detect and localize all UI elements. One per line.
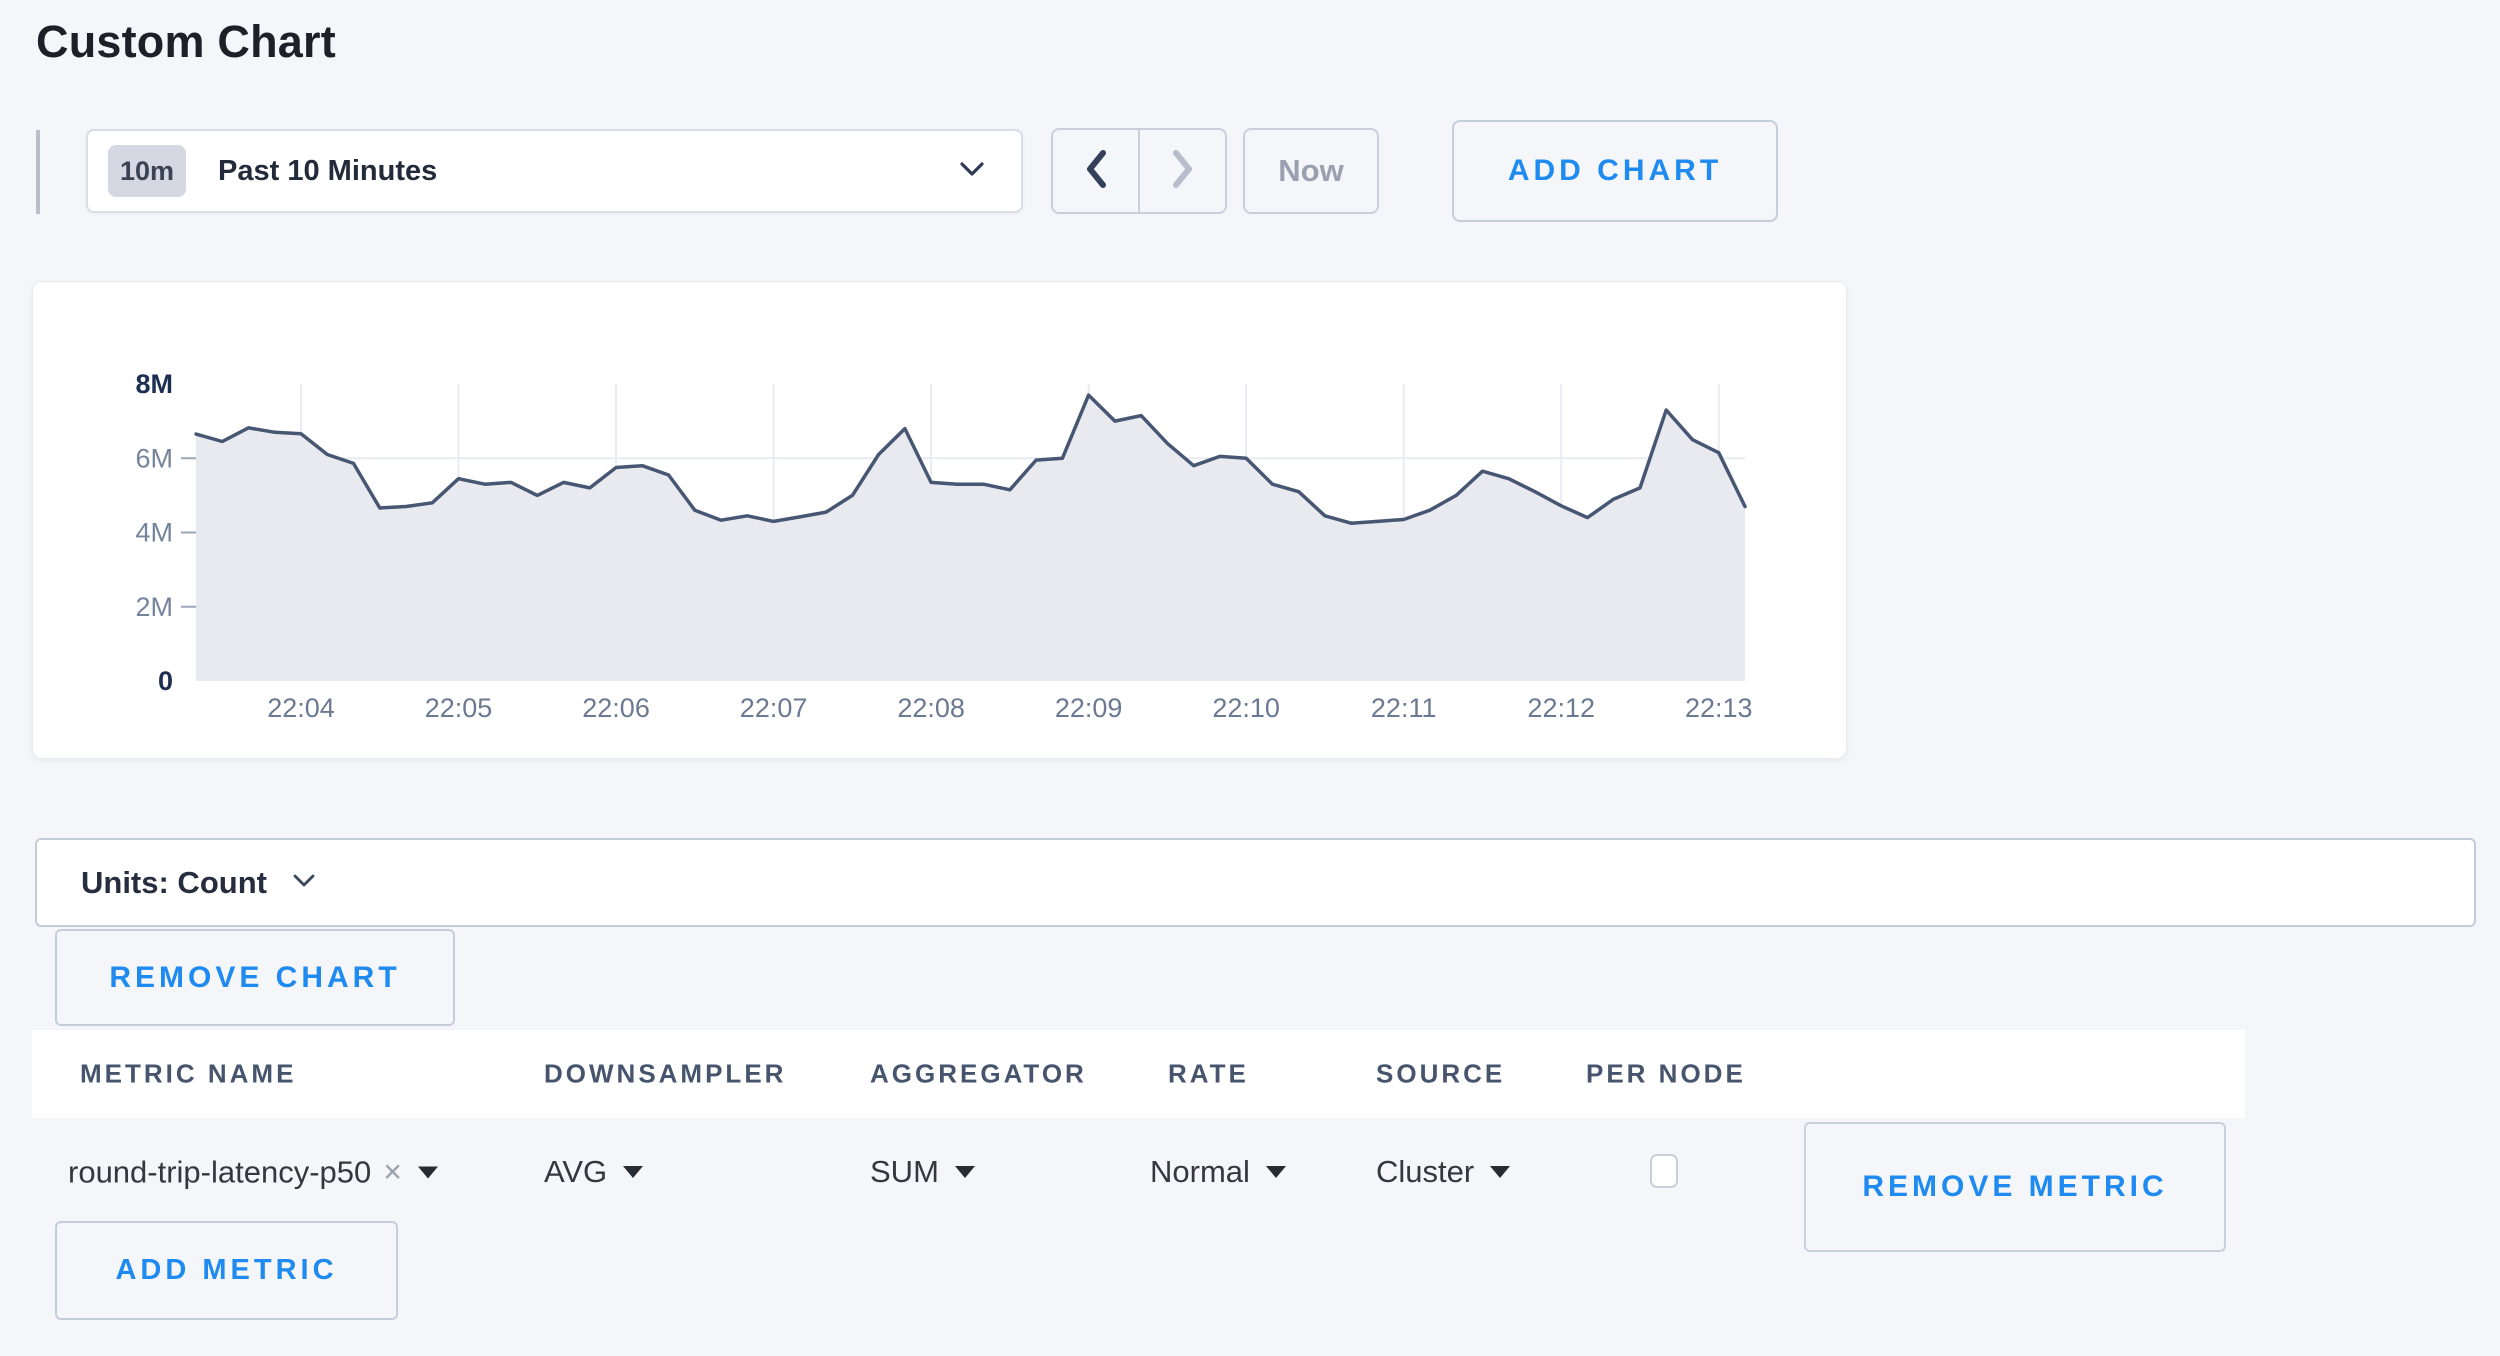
add-chart-button[interactable]: ADD CHART [1452,120,1778,222]
now-button[interactable]: Now [1243,128,1379,214]
col-header-rate: RATE [1168,1058,1249,1089]
caret-down-icon [417,1166,438,1178]
remove-chart-button[interactable]: REMOVE CHART [55,929,455,1026]
time-pager [1051,128,1227,214]
timeseries-area-chart: 0 2M 4M 6M 8M 22:04 22:05 22:06 22:07 22:08 22:09 2… [135,369,1753,723]
previous-timespan-button[interactable] [1053,130,1140,212]
svg-text:22:12: 22:12 [1527,693,1595,723]
col-header-aggregator: AGGREGATOR [870,1058,1087,1089]
per-node-checkbox[interactable] [1650,1154,1678,1188]
svg-text:4M: 4M [135,518,173,548]
metric-name-select[interactable]: round-trip-latency-p50 × [68,1154,438,1191]
svg-text:22:11: 22:11 [1371,693,1437,723]
col-header-per-node: PER NODE [1586,1058,1746,1089]
svg-text:0: 0 [158,666,173,696]
aggregator-select[interactable]: SUM [870,1154,975,1190]
time-range-badge: 10m [108,145,187,197]
rate-select[interactable]: Normal [1150,1154,1286,1190]
caret-down-icon [954,1166,975,1178]
caret-down-icon [623,1166,644,1178]
toolbar-accent-bar [36,130,40,214]
svg-text:22:09: 22:09 [1055,693,1123,723]
units-dropdown[interactable]: Units: Count [35,838,2476,927]
svg-text:8M: 8M [135,369,173,399]
chart-card: 0 2M 4M 6M 8M 22:04 22:05 22:06 22:07 22:08 22:09 2… [32,281,1847,759]
svg-text:22:06: 22:06 [582,693,650,723]
col-header-metric-name: METRIC NAME [80,1058,297,1089]
time-range-label: Past 10 Minutes [218,154,438,187]
chevron-left-icon [1084,149,1108,194]
source-select[interactable]: Cluster [1376,1154,1511,1190]
chevron-right-icon [1171,149,1195,194]
rate-value: Normal [1150,1154,1250,1189]
chevron-down-icon [959,161,985,182]
col-header-source: SOURCE [1376,1058,1506,1089]
svg-text:22:05: 22:05 [425,693,493,723]
caret-down-icon [1490,1166,1511,1178]
time-range-dropdown[interactable]: 10m Past 10 Minutes [86,129,1023,213]
caret-down-icon [1265,1166,1286,1178]
svg-text:22:04: 22:04 [267,693,335,723]
clear-metric-icon[interactable]: × [383,1153,402,1190]
downsampler-select[interactable]: AVG [544,1154,644,1190]
svg-text:22:08: 22:08 [897,693,965,723]
chevron-down-icon [293,874,315,892]
col-header-downsampler: DOWNSAMPLER [544,1058,787,1089]
svg-text:2M: 2M [135,592,173,622]
units-label: Units: Count [81,864,267,900]
add-metric-button[interactable]: ADD METRIC [55,1221,398,1320]
metrics-table-header: METRIC NAME DOWNSAMPLER AGGREGATOR RATE … [32,1030,2245,1118]
metric-name-value: round-trip-latency-p50 [68,1154,372,1189]
svg-text:22:10: 22:10 [1212,693,1280,723]
next-timespan-button[interactable] [1140,130,1225,212]
page-title: Custom Chart [36,16,336,67]
svg-text:22:07: 22:07 [740,693,808,723]
downsampler-value: AVG [544,1154,608,1189]
remove-metric-button[interactable]: REMOVE METRIC [1804,1122,2226,1252]
svg-text:22:13: 22:13 [1685,693,1753,723]
svg-text:6M: 6M [135,443,173,473]
source-value: Cluster [1376,1154,1475,1189]
aggregator-value: SUM [870,1154,939,1189]
metric-row: round-trip-latency-p50 × AVG SUM Normal … [32,1118,2500,1258]
